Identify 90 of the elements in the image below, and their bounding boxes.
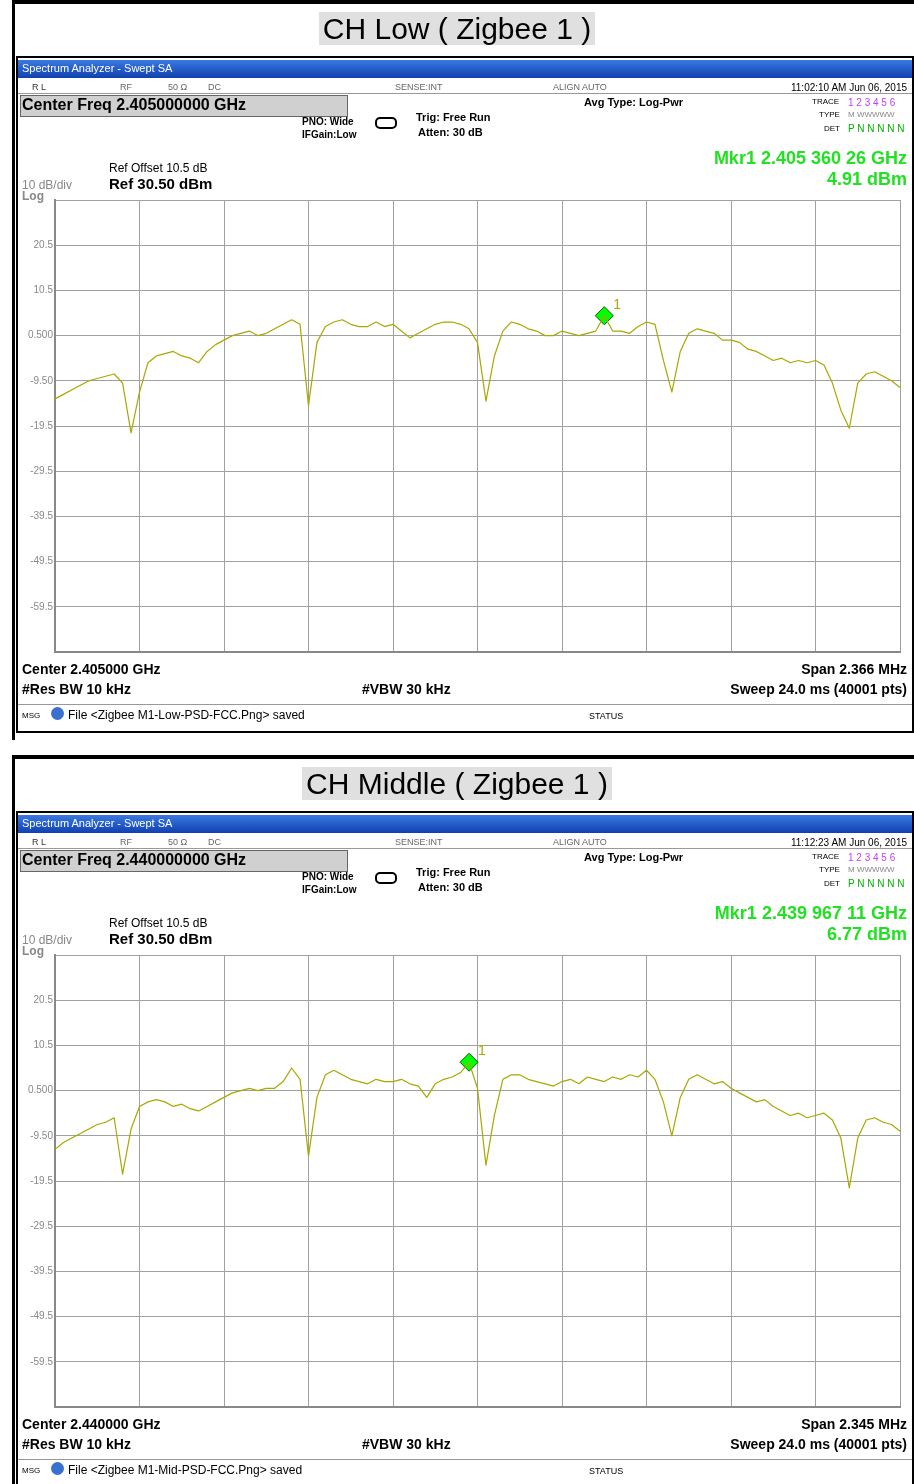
text: #VBW 30 kHz xyxy=(362,681,451,697)
text: #Res BW 10 kHz xyxy=(22,1436,131,1452)
text: Center 2.405000 GHz xyxy=(22,661,161,677)
text: Center Freq 2.405000000 GHz xyxy=(22,96,247,113)
text: M WWWWW xyxy=(848,865,895,874)
text: Spectrum Analyzer - Swept SA xyxy=(22,62,173,74)
text: TYPE xyxy=(819,865,840,874)
text: DET xyxy=(824,879,840,888)
text: 10 dB/div xyxy=(22,178,73,192)
text: 50 Ω xyxy=(168,837,188,847)
chart-title: CH Middle ( Zigbee 1 ) xyxy=(302,767,612,800)
y-tick-label: 10.5 xyxy=(33,284,54,296)
text: R L xyxy=(32,837,47,847)
series-label: 1 xyxy=(478,1042,487,1059)
text: PNO: Wide xyxy=(302,871,354,882)
text: PNO: Wide xyxy=(302,116,354,127)
text: Spectrum Analyzer - Swept SA xyxy=(22,817,173,829)
text: Log xyxy=(22,944,44,958)
y-tick-label: -19.5 xyxy=(30,419,54,431)
text: Mkr1 2.439 967 11 GHz xyxy=(714,903,907,923)
y-tick-label: 0.500 xyxy=(27,329,54,341)
text: IFGain:Low xyxy=(302,884,357,895)
text: STATUS xyxy=(589,711,624,721)
text: Span 2.345 MHz xyxy=(801,1416,907,1432)
text: IFGain:Low xyxy=(302,129,357,140)
y-tick-label: -29.5 xyxy=(30,1219,54,1231)
text: RF xyxy=(120,82,132,92)
y-tick-label: -9.50 xyxy=(30,374,54,386)
text: MSG xyxy=(22,711,41,720)
text: ALIGN AUTO xyxy=(553,837,607,847)
text: Trig: Free Run xyxy=(416,111,491,123)
y-tick-label: -19.5 xyxy=(30,1174,54,1186)
text: #VBW 30 kHz xyxy=(362,1436,451,1452)
text: ALIGN AUTO xyxy=(553,82,607,92)
text: TRACE xyxy=(812,852,840,861)
chart-title: CH Low ( Zigbee 1 ) xyxy=(318,12,596,45)
text: Ref 30.50 dBm xyxy=(109,175,213,192)
text: Span 2.366 MHz xyxy=(801,661,907,677)
y-tick-label: -49.5 xyxy=(30,555,54,567)
text: File <Zigbee M1-Low-PSD-FCC.Png> saved xyxy=(68,708,305,722)
y-tick-label: -29.5 xyxy=(30,464,54,476)
text: #Res BW 10 kHz xyxy=(22,681,131,697)
text: Mkr1 2.405 360 26 GHz xyxy=(713,148,907,168)
text: TRACE xyxy=(812,97,840,106)
text: Avg Type: Log-Pwr xyxy=(584,851,683,863)
text: Atten: 30 dB xyxy=(418,126,483,138)
y-tick-label: 20.5 xyxy=(33,238,54,250)
text: MSG xyxy=(22,1466,41,1475)
text: Ref 30.50 dBm xyxy=(109,930,213,947)
text: Center Freq 2.440000000 GHz xyxy=(22,851,247,868)
text: 11:12:23 AM Jun 06, 2015 xyxy=(790,837,907,848)
series-label: 1 xyxy=(613,295,622,312)
text: Avg Type: Log-Pwr xyxy=(584,96,683,108)
text: P N N N N N xyxy=(848,878,905,889)
text: M WWWWW xyxy=(848,110,895,119)
text: R L xyxy=(32,82,47,92)
text: Log xyxy=(22,189,44,203)
text: Atten: 30 dB xyxy=(418,881,483,893)
text: File <Zigbee M1-Mid-PSD-FCC.Png> saved xyxy=(68,1463,303,1477)
text: DC xyxy=(208,82,221,92)
text: 10 dB/div xyxy=(22,933,73,947)
y-tick-label: -59.5 xyxy=(30,1355,54,1367)
text: 50 Ω xyxy=(168,82,188,92)
y-tick-label: -9.50 xyxy=(30,1129,54,1141)
text: Trig: Free Run xyxy=(416,866,491,878)
text: TYPE xyxy=(819,110,840,119)
text: DET xyxy=(824,124,840,133)
text: SENSE:INT xyxy=(395,82,443,92)
y-tick-label: 20.5 xyxy=(33,993,54,1005)
text: Sweep 24.0 ms (40001 pts) xyxy=(730,1436,907,1452)
text: Center 2.440000 GHz xyxy=(22,1416,161,1432)
y-tick-label: -59.5 xyxy=(30,600,54,612)
text: SENSE:INT xyxy=(395,837,443,847)
text: 6.77 dBm xyxy=(826,924,907,944)
text: 1 2 3 4 5 6 xyxy=(848,852,896,863)
y-tick-label: -39.5 xyxy=(30,510,54,522)
text: 4.91 dBm xyxy=(826,169,907,189)
text: 1 2 3 4 5 6 xyxy=(848,97,896,108)
text: Ref Offset 10.5 dB xyxy=(109,916,208,930)
text: STATUS xyxy=(589,1466,624,1476)
text: 11:02:10 AM Jun 06, 2015 xyxy=(790,82,907,93)
y-tick-label: -39.5 xyxy=(30,1265,54,1277)
y-tick-label: 10.5 xyxy=(33,1039,54,1051)
y-tick-label: 0.500 xyxy=(27,1084,54,1096)
text: DC xyxy=(208,837,221,847)
text: Ref Offset 10.5 dB xyxy=(109,161,208,175)
y-tick-label: -49.5 xyxy=(30,1310,54,1322)
text: Sweep 24.0 ms (40001 pts) xyxy=(730,681,907,697)
text: P N N N N N xyxy=(848,123,905,134)
text: RF xyxy=(120,837,132,847)
